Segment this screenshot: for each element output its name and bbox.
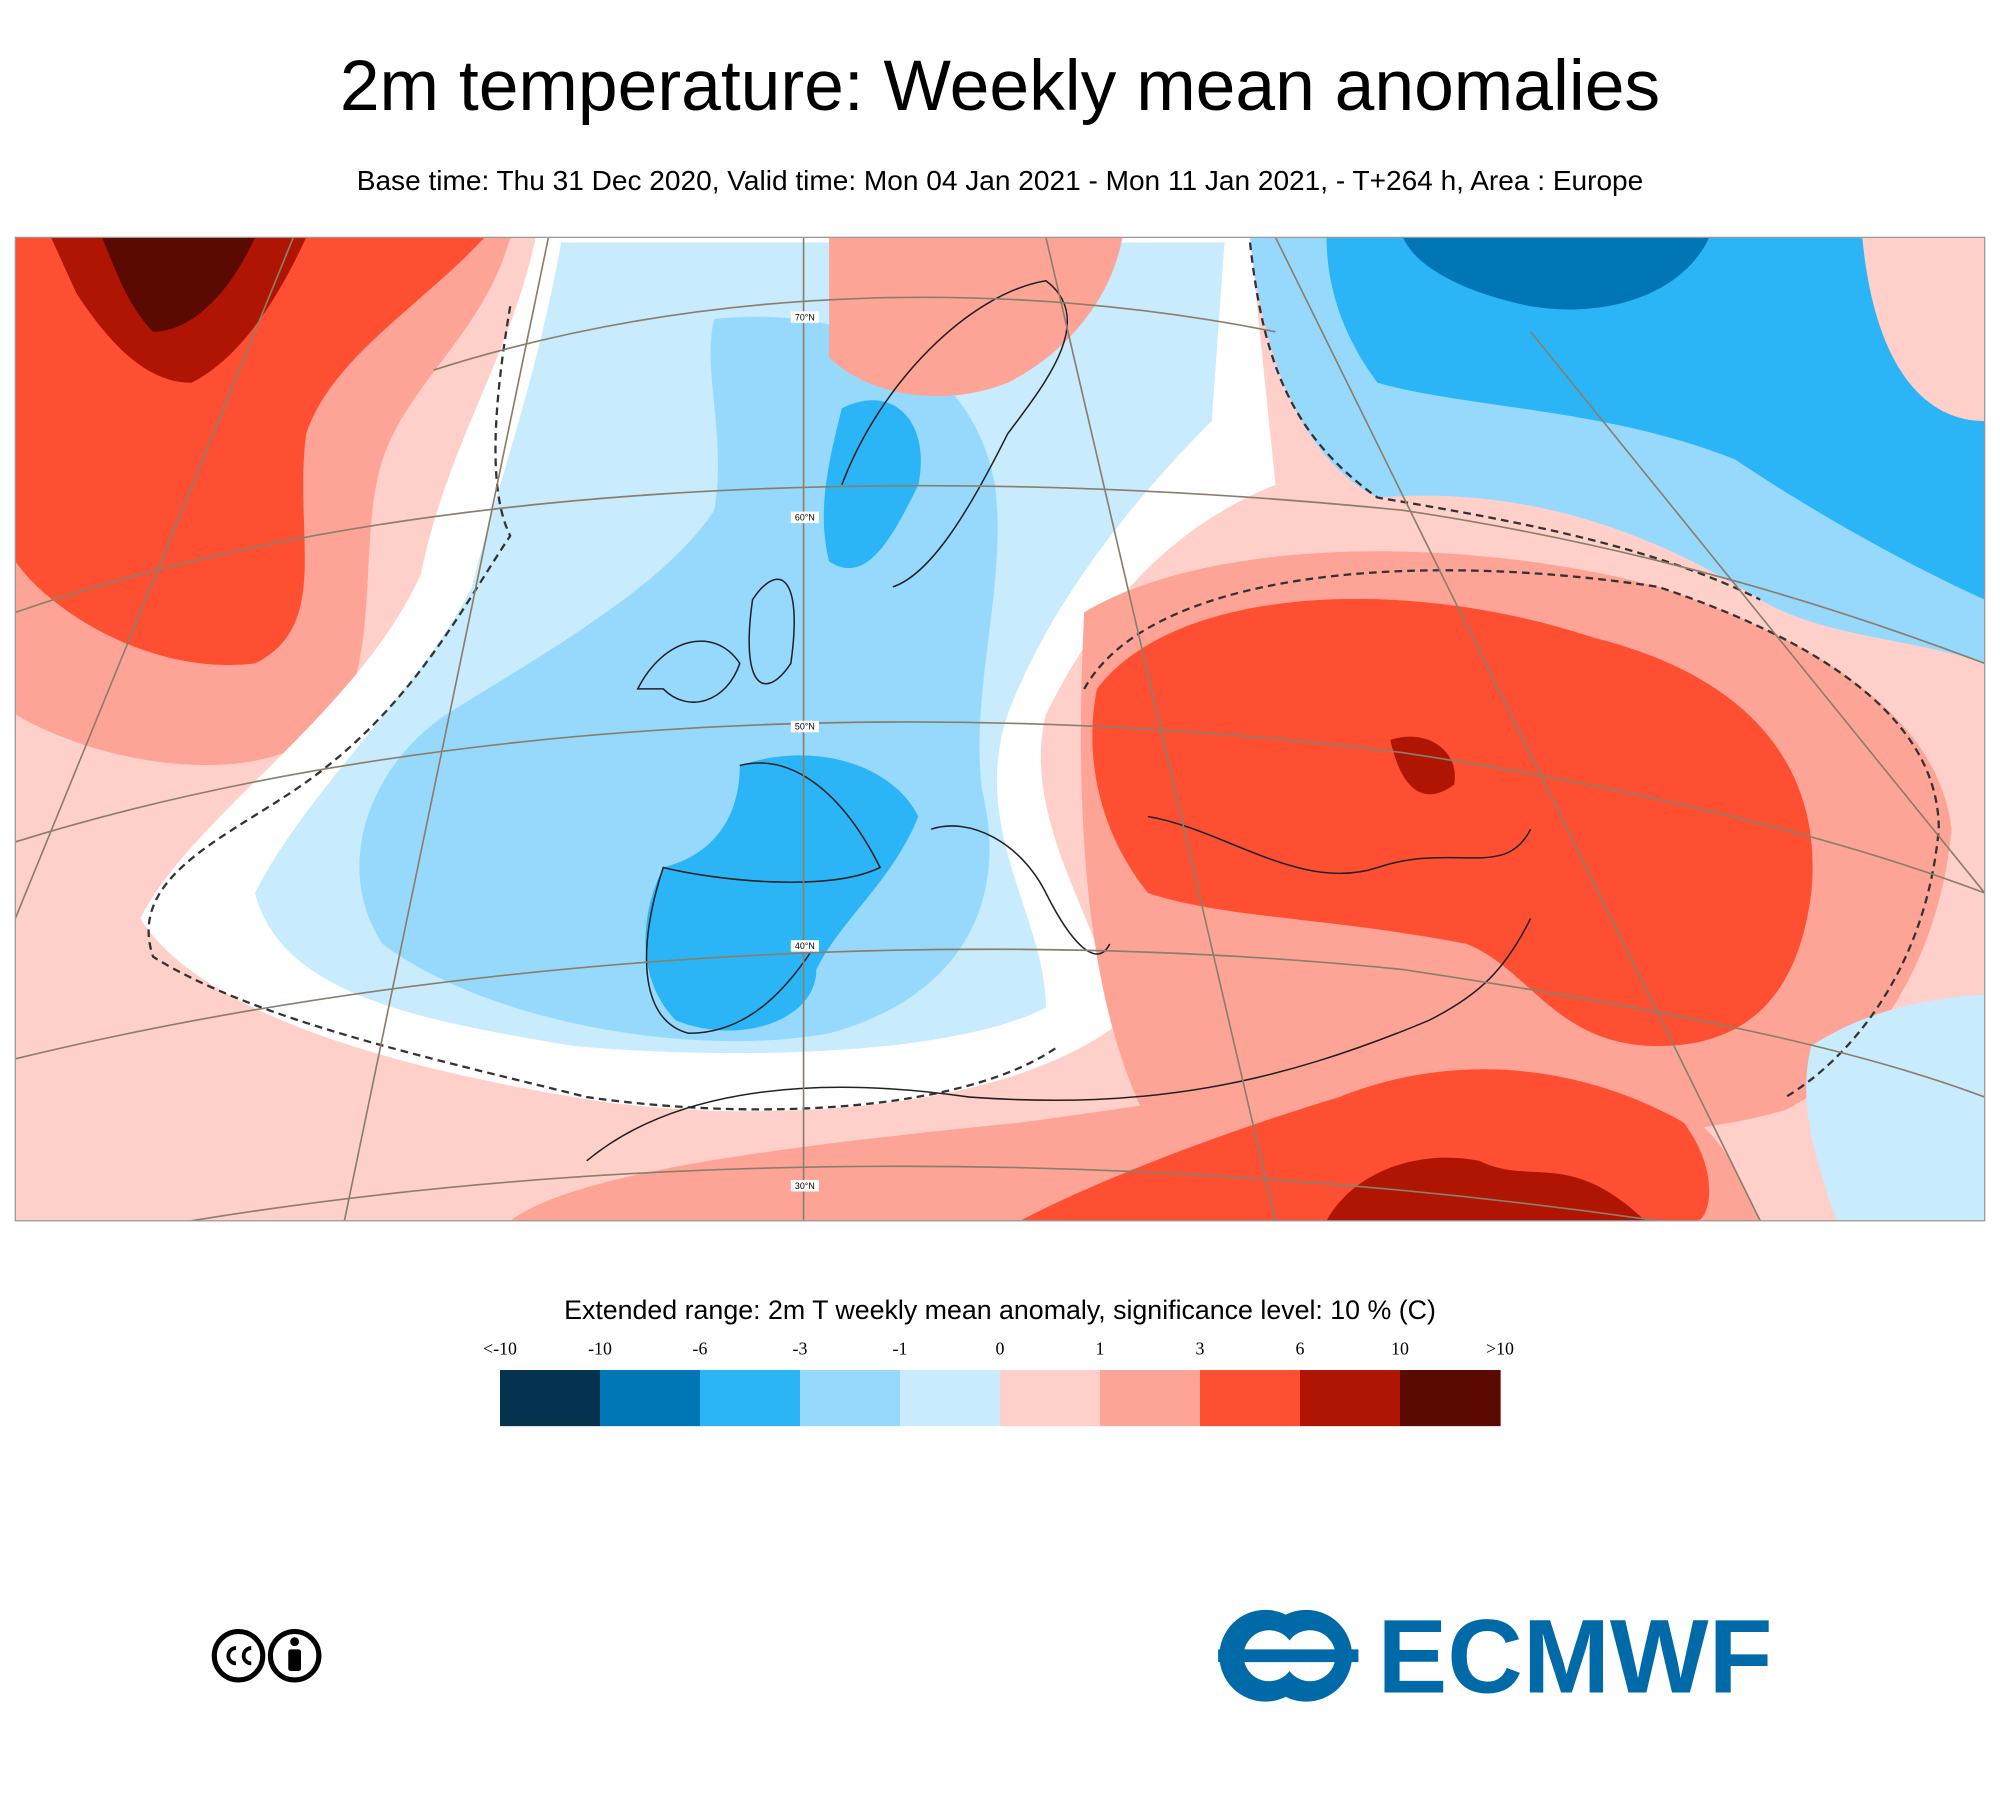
colorbar-swatch xyxy=(1000,1370,1101,1427)
lat-label: 50°N xyxy=(795,722,815,732)
colorbar-label: -1 xyxy=(893,1339,908,1359)
lat-label-box xyxy=(790,720,819,733)
colorbar-swatch xyxy=(600,1370,701,1427)
lat-label-box xyxy=(790,511,819,524)
colorbar-label: >10 xyxy=(1486,1339,1514,1359)
colorbar: <-10 -10 -6 -3 -1 0 1 3 6 10 >10 xyxy=(483,1339,1514,1427)
colorbar-label: 3 xyxy=(1196,1339,1205,1359)
title: 2m temperature: Weekly mean anomalies xyxy=(340,46,1660,126)
lat-label-box xyxy=(790,311,819,323)
map-frame xyxy=(14,236,1986,1222)
colorbar-swatch xyxy=(1100,1370,1201,1427)
colorbar-swatch xyxy=(899,1370,1001,1427)
logo-text: ECMWF xyxy=(1378,1599,1773,1716)
colorbar-swatch xyxy=(1300,1370,1401,1427)
colorbar-swatch xyxy=(1200,1370,1301,1427)
colorbar-swatch xyxy=(800,1370,901,1427)
subtitle: Base time: Thu 31 Dec 2020, Valid time: … xyxy=(357,165,1644,196)
lat-labels: 70°N 60°N 50°N 40°N 30°N xyxy=(790,311,819,1192)
colorbar-label: -3 xyxy=(793,1339,808,1359)
map xyxy=(15,237,1985,1221)
lat-label: 30°N xyxy=(795,1181,815,1191)
colorbar-swatch xyxy=(1400,1370,1501,1427)
colorbar-label: -10 xyxy=(588,1339,612,1359)
logo: ECMWF xyxy=(1218,1599,1773,1716)
lat-label: 60°N xyxy=(795,513,815,523)
colorbar-label: 10 xyxy=(1391,1339,1409,1359)
colorbar-label: 1 xyxy=(1096,1339,1105,1359)
colorbar-label: <-10 xyxy=(483,1339,517,1359)
lat-label: 70°N xyxy=(795,312,815,322)
colorbar-swatch xyxy=(700,1370,801,1427)
colorbar-swatch xyxy=(500,1370,601,1427)
cc-icon xyxy=(211,1628,322,1683)
lat-label: 40°N xyxy=(795,941,815,951)
lat-label-box xyxy=(790,940,819,952)
colorbar-label: 0 xyxy=(996,1339,1005,1359)
colorbar-label: 6 xyxy=(1296,1339,1305,1359)
legend-title: Extended range: 2m T weekly mean anomaly… xyxy=(564,1295,1436,1325)
lat-label-box xyxy=(790,1179,819,1192)
colorbar-label: -6 xyxy=(693,1339,708,1359)
